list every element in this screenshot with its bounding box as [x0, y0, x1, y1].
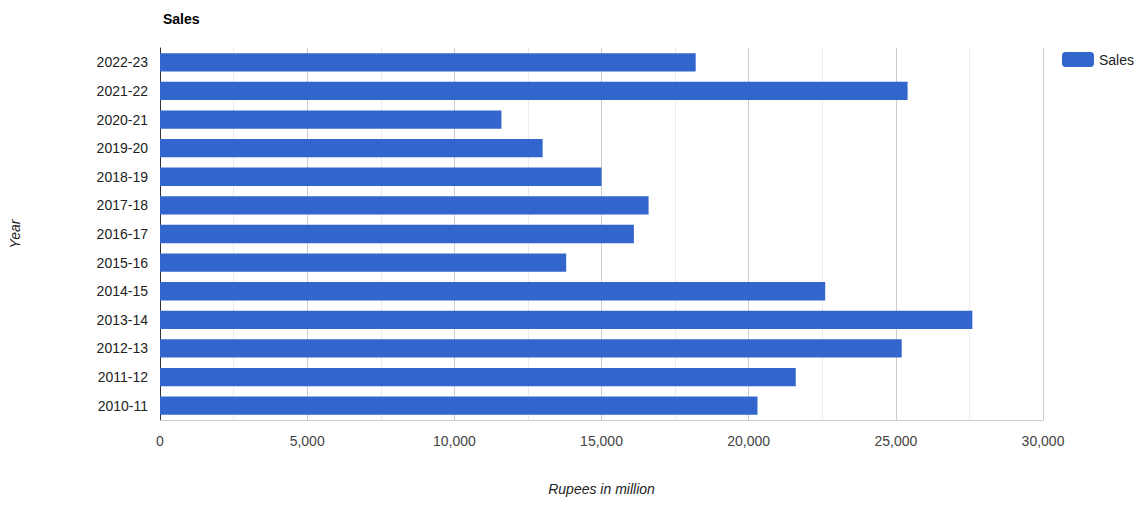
svg-text:2021-22: 2021-22 [97, 83, 149, 99]
svg-text:10,000: 10,000 [433, 433, 476, 449]
svg-text:20,000: 20,000 [727, 433, 770, 449]
svg-text:0: 0 [156, 433, 164, 449]
svg-text:2016-17: 2016-17 [97, 226, 149, 242]
svg-text:Rupees in million: Rupees in million [548, 481, 655, 497]
svg-text:2012-13: 2012-13 [97, 340, 149, 356]
svg-text:2018-19: 2018-19 [97, 169, 149, 185]
svg-text:2019-20: 2019-20 [97, 140, 149, 156]
svg-text:2022-23: 2022-23 [97, 54, 149, 70]
svg-text:15,000: 15,000 [580, 433, 623, 449]
svg-text:2011-12: 2011-12 [98, 369, 149, 385]
svg-text:25,000: 25,000 [874, 433, 917, 449]
svg-text:2013-14: 2013-14 [97, 312, 149, 328]
svg-text:2020-21: 2020-21 [97, 112, 149, 128]
svg-text:Year: Year [7, 218, 23, 248]
svg-text:Sales: Sales [1099, 52, 1134, 68]
svg-text:2014-15: 2014-15 [97, 283, 149, 299]
svg-text:Sales: Sales [163, 11, 200, 27]
svg-text:2010-11: 2010-11 [98, 398, 149, 414]
svg-text:2017-18: 2017-18 [97, 197, 149, 213]
svg-text:5,000: 5,000 [290, 433, 325, 449]
svg-text:2015-16: 2015-16 [97, 255, 149, 271]
svg-text:30,000: 30,000 [1022, 433, 1065, 449]
